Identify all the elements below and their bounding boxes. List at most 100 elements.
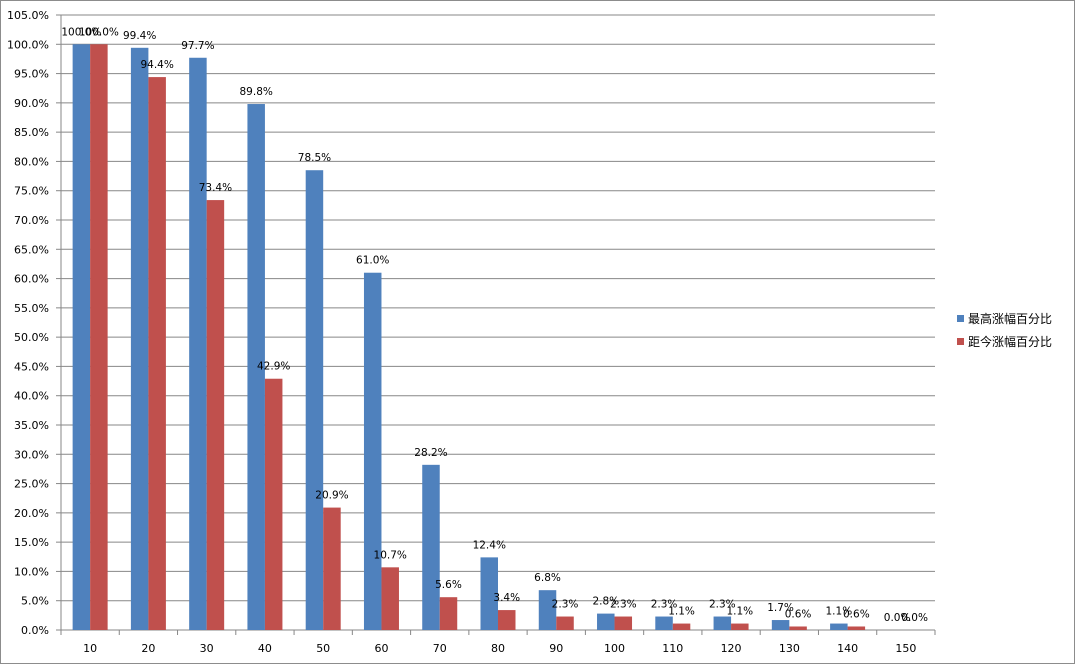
data-label: 6.8% [534, 572, 561, 584]
y-tick-label: 40.0% [14, 390, 49, 403]
data-label: 20.9% [315, 490, 348, 502]
bar-current-gain [731, 623, 749, 630]
x-tick-label: 30 [200, 642, 214, 655]
data-label: 3.4% [493, 592, 520, 604]
bar-current-gain [672, 623, 691, 630]
bar-current-gain [206, 200, 225, 631]
data-label: 89.8% [240, 86, 273, 98]
data-label: 10.7% [374, 549, 407, 561]
data-label: 1.1% [668, 606, 695, 618]
y-tick-label: 90.0% [14, 97, 49, 110]
x-tick-label: 90 [549, 642, 563, 655]
data-label: 97.7% [181, 40, 214, 52]
data-label: 100.0% [61, 26, 101, 38]
data-label: 0.0% [901, 612, 928, 624]
y-tick-label: 95.0% [14, 68, 49, 81]
y-tick-label: 20.0% [14, 507, 49, 520]
x-tick-label: 110 [662, 642, 683, 655]
y-tick-label: 15.0% [14, 536, 49, 549]
bar-max-gain [130, 47, 149, 631]
x-tick-label: 40 [258, 642, 272, 655]
data-label: 78.5% [298, 152, 331, 164]
bar-current-gain [90, 44, 108, 631]
data-label: 0.6% [843, 608, 870, 620]
data-label: 2.3% [709, 599, 736, 611]
bar-current-gain [439, 597, 458, 630]
y-tick-label: 45.0% [14, 360, 49, 373]
data-label: 2.8% [592, 596, 619, 608]
bar-current-gain [498, 610, 516, 630]
y-tick-label: 0.0% [21, 624, 49, 637]
bar-current-gain [789, 626, 807, 630]
bar-max-gain [189, 57, 207, 630]
x-tick-label: 140 [837, 642, 858, 655]
bar-current-gain [264, 378, 283, 630]
y-tick-label: 60.0% [14, 273, 49, 286]
bar-current-gain [323, 507, 341, 630]
legend-label: 最高涨幅百分比 [968, 311, 1052, 326]
bar-current-gain [381, 567, 399, 630]
legend-swatch [957, 315, 964, 322]
x-tick-label: 100 [604, 642, 625, 655]
legend-label: 距今涨幅百分比 [968, 334, 1052, 349]
y-tick-label: 25.0% [14, 478, 49, 491]
data-label: 12.4% [473, 539, 506, 551]
data-label: 2.3% [552, 599, 579, 611]
bar-max-gain [830, 623, 848, 630]
bar-max-gain [363, 272, 382, 630]
data-label: 2.3% [610, 599, 637, 611]
x-tick-label: 70 [433, 642, 447, 655]
bar-max-gain [597, 613, 615, 630]
data-label: 0.0% [884, 612, 911, 624]
bar-max-gain [538, 590, 557, 630]
x-tick-label: 50 [316, 642, 330, 655]
x-tick-label: 10 [83, 642, 97, 655]
y-tick-label: 5.0% [21, 595, 49, 608]
y-tick-label: 55.0% [14, 302, 49, 315]
x-tick-label: 60 [374, 642, 388, 655]
y-tick-label: 75.0% [14, 185, 49, 198]
data-label: 61.0% [356, 255, 389, 267]
y-tick-label: 50.0% [14, 331, 49, 344]
y-tick-label: 35.0% [14, 419, 49, 432]
x-tick-label: 150 [895, 642, 916, 655]
data-label: 73.4% [199, 182, 232, 194]
y-tick-label: 85.0% [14, 126, 49, 139]
x-tick-label: 80 [491, 642, 505, 655]
data-label: 99.4% [123, 30, 156, 42]
data-label: 28.2% [414, 447, 447, 459]
bar-max-gain [771, 620, 790, 630]
bar-max-gain [655, 616, 673, 630]
data-label: 100.0% [79, 26, 119, 38]
data-label: 42.9% [257, 361, 290, 373]
data-label: 1.1% [726, 606, 753, 618]
y-tick-label: 30.0% [14, 448, 49, 461]
y-tick-label: 80.0% [14, 155, 49, 168]
bar-max-gain [480, 557, 498, 630]
legend-swatch [957, 338, 964, 345]
bar-current-gain [556, 616, 574, 630]
bar-current-gain [847, 626, 866, 630]
x-tick-label: 120 [721, 642, 742, 655]
x-tick-label: 130 [779, 642, 800, 655]
data-label: 1.7% [767, 602, 794, 614]
y-tick-label: 10.0% [14, 565, 49, 578]
bar-max-gain [72, 44, 91, 631]
x-tick-label: 20 [141, 642, 155, 655]
bar-max-gain [713, 616, 732, 630]
data-label: 1.1% [826, 606, 853, 618]
data-label: 2.3% [651, 599, 678, 611]
data-label: 94.4% [140, 59, 173, 71]
y-tick-label: 100.0% [7, 38, 49, 51]
y-tick-label: 70.0% [14, 214, 49, 227]
y-tick-label: 65.0% [14, 243, 49, 256]
data-label: 0.6% [785, 608, 812, 620]
bar-max-gain [305, 170, 324, 630]
bar-max-gain [247, 104, 265, 631]
bar-max-gain [422, 464, 440, 630]
bar-current-gain [614, 616, 633, 630]
bar-current-gain [148, 77, 166, 631]
data-label: 5.6% [435, 579, 462, 591]
